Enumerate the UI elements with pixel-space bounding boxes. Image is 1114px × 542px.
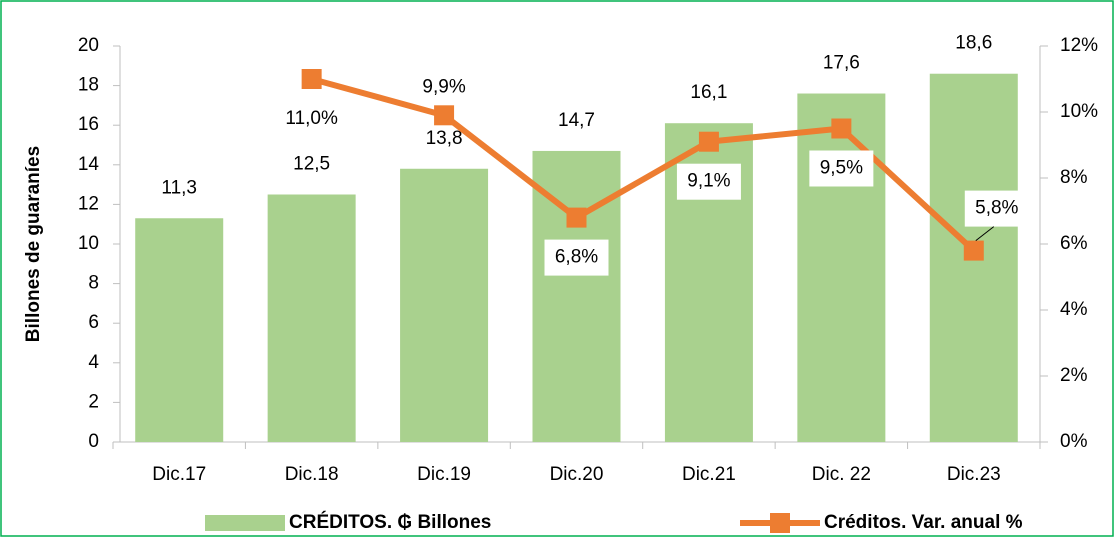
y-tick-label: 10	[78, 233, 99, 254]
line-marker	[831, 118, 852, 139]
y-tick-label: 12	[78, 193, 99, 214]
bar-value-label: 14,7	[558, 110, 595, 131]
label-box	[544, 239, 609, 276]
bar	[135, 218, 224, 442]
bar	[267, 194, 356, 442]
line-marker	[301, 69, 322, 89]
y-tick-label: 2	[88, 391, 99, 412]
bar-value-label: 11,3	[161, 177, 197, 198]
line-value-label: 9,1%	[687, 171, 730, 192]
line-value-label: 9,5%	[820, 158, 863, 179]
line	[310, 76, 976, 253]
x-tick-label: Dic.17	[152, 464, 206, 485]
y-tick-label: 0	[88, 431, 99, 452]
label-box	[809, 150, 874, 187]
line-value-label: 6,8%	[555, 247, 598, 268]
x-tick-label: Dic.20	[550, 464, 604, 485]
bar-value-label: 12,5	[293, 154, 330, 175]
y2-tick-label: 6%	[1060, 233, 1088, 254]
bar-value-label: 13,8	[426, 128, 463, 149]
line-marker	[434, 105, 455, 126]
y-tick-label: 18	[78, 75, 99, 96]
label-box	[676, 163, 741, 200]
line-marker	[963, 240, 984, 261]
y2-tick-label: 10%	[1060, 101, 1098, 122]
line-value-label: 5,8%	[975, 198, 1018, 219]
bar	[400, 168, 489, 442]
bar	[797, 93, 886, 443]
bar-value-label: 18,6	[955, 33, 992, 54]
y2-tick-label: 12%	[1060, 35, 1098, 56]
y-tick-label: 8	[88, 273, 99, 294]
line-value-label: 11,0%	[285, 108, 338, 129]
line-marker	[566, 207, 587, 228]
x-tick-label: Dic.23	[947, 464, 1001, 485]
x-tick-label: Dic. 22	[812, 464, 871, 485]
legend-swatch	[205, 515, 285, 531]
legend-label: Créditos. Var. anual %	[824, 512, 1023, 533]
bar-value-label: 17,6	[823, 53, 860, 74]
legend-label: CRÉDITOS. ₲ Billones	[289, 511, 491, 533]
y-tick-label: 20	[78, 35, 99, 56]
y-tick-label: 14	[78, 154, 100, 175]
y2-tick-label: 2%	[1060, 365, 1088, 386]
legend-marker	[770, 513, 790, 533]
y-tick-label: 6	[88, 312, 99, 333]
leader-line	[975, 226, 995, 241]
line-marker	[698, 131, 719, 152]
y2-tick-label: 4%	[1060, 299, 1088, 320]
x-tick-label: Dic.19	[417, 464, 471, 485]
x-tick-label: Dic.21	[682, 464, 736, 485]
bar-value-label: 16,1	[690, 82, 727, 103]
line-value-label: 9,9%	[422, 76, 465, 97]
label-box	[964, 190, 1029, 227]
y2-tick-label: 8%	[1060, 167, 1088, 188]
y-tick-label: 16	[78, 114, 99, 135]
y-axis-label: Billones de guaraníes	[23, 146, 44, 342]
y2-tick-label: 0%	[1060, 431, 1088, 452]
y-tick-label: 4	[88, 352, 99, 373]
x-tick-label: Dic.18	[285, 464, 339, 485]
